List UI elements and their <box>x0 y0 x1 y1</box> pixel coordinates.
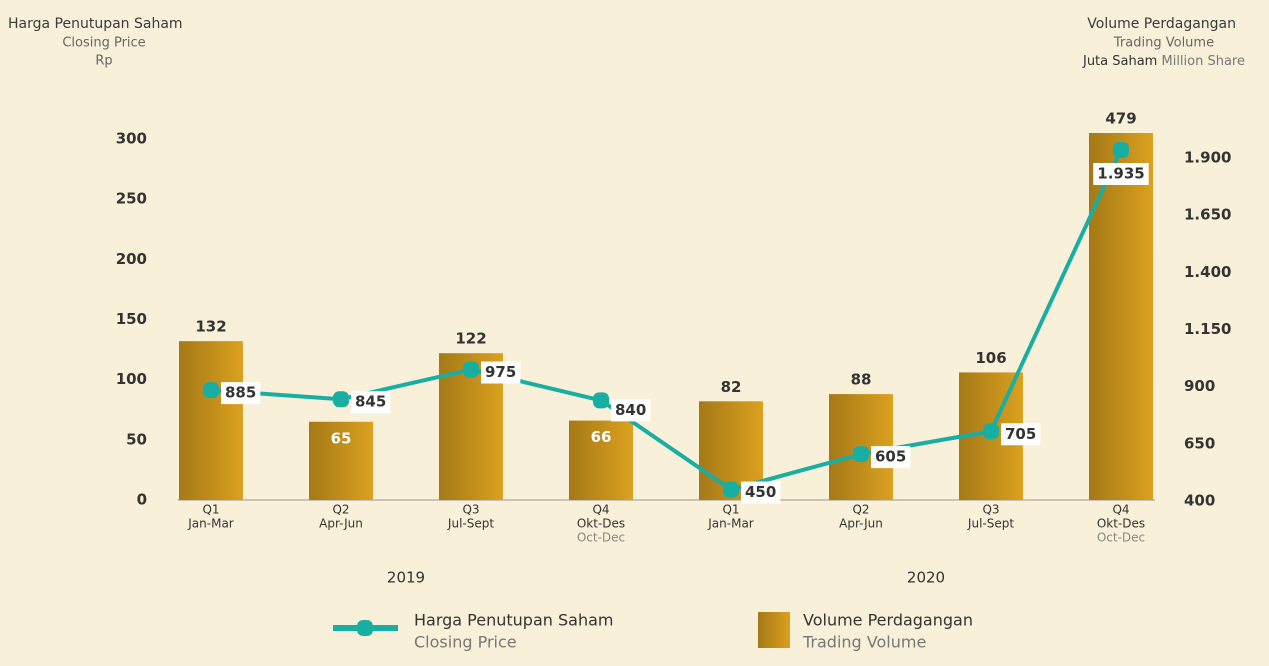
x-tick-label: Q4 <box>1112 503 1129 517</box>
unit-id: Juta Saham <box>1082 54 1157 69</box>
x-tick-label: Q4 <box>592 503 609 517</box>
price-label-text: 605 <box>875 448 906 466</box>
price-marker <box>203 382 219 399</box>
price-label-box <box>871 446 911 469</box>
unit-en: Million Share <box>1161 54 1245 69</box>
price-label-box <box>351 391 391 414</box>
y-tick-label: 100 <box>116 370 147 388</box>
group-label: 2020 <box>907 569 945 587</box>
y2-axis-title: Volume Perdagangan <box>1087 16 1236 32</box>
x-tick-label: Q1 <box>202 503 219 517</box>
price-marker <box>983 423 999 440</box>
price-label-text: 845 <box>355 393 386 411</box>
y-tick-label: 300 <box>116 130 147 148</box>
price-label-box <box>1093 162 1149 185</box>
price-label-box <box>481 361 521 384</box>
y-axis-subtitle: Closing Price <box>62 36 145 51</box>
price-label-box <box>741 481 781 504</box>
x-tick-label: Jul-Sept <box>447 517 494 531</box>
x-tick-label: Q2 <box>852 503 869 517</box>
bar-label: 479 <box>1105 110 1136 128</box>
price-label: 450 <box>741 481 781 504</box>
bar-label: 122 <box>455 330 486 348</box>
bar-label: 82 <box>721 378 742 396</box>
legend-marker <box>357 620 373 636</box>
y2-tick-label: 1.150 <box>1184 320 1231 338</box>
y2-tick-label: 1.900 <box>1184 149 1231 167</box>
y-axis-title: Harga Penutupan Saham <box>8 16 183 32</box>
group-label: 2019 <box>387 569 425 587</box>
x-tick-label: Jan-Mar <box>187 517 234 531</box>
x-tick-label: Q3 <box>462 503 479 517</box>
price-label: 845 <box>351 391 391 414</box>
price-label: 1.935 <box>1093 162 1149 185</box>
price-label-text: 450 <box>745 483 776 501</box>
x-tick-label: Apr-Jun <box>839 517 883 531</box>
price-label: 605 <box>871 446 911 469</box>
bar-label: 66 <box>591 428 612 446</box>
y-tick-label: 50 <box>126 430 147 448</box>
price-marker <box>593 392 609 409</box>
bar-shade <box>309 421 373 500</box>
price-label-box <box>221 382 261 405</box>
y-tick-label: 150 <box>116 310 147 328</box>
price-label: 975 <box>481 361 521 384</box>
bar-label: 65 <box>331 429 352 447</box>
legend: Harga Penutupan Saham Closing Price Volu… <box>333 611 973 652</box>
legend-swatch-shade <box>758 612 790 648</box>
price-marker <box>853 446 869 463</box>
x-tick-label: Oct-Dec <box>577 531 625 545</box>
price-label-text: 885 <box>225 384 256 402</box>
bar-label: 132 <box>195 318 226 336</box>
y2-tick-label: 900 <box>1184 377 1215 395</box>
y2-tick-label: 1.650 <box>1184 206 1231 224</box>
legend-sublabel: Closing Price <box>414 633 517 652</box>
y2-tick-label: 650 <box>1184 434 1215 452</box>
price-label-text: 975 <box>485 363 516 381</box>
bar-shade <box>179 341 243 500</box>
price-marker <box>333 391 349 408</box>
legend-sublabel: Trading Volume <box>802 633 926 652</box>
price-label: 840 <box>611 399 651 422</box>
y-tick-label: 200 <box>116 250 147 268</box>
y-axis-unit: Rp <box>95 54 112 69</box>
price-label: 705 <box>1001 423 1041 446</box>
price-label-box <box>1001 423 1041 446</box>
x-tick-label: Oct-Dec <box>1097 531 1145 545</box>
legend-label: Harga Penutupan Saham <box>414 611 613 630</box>
x-tick-label: Okt-Des <box>1097 517 1145 531</box>
y-tick-label: 250 <box>116 190 147 208</box>
y2-tick-label: 1.400 <box>1184 263 1231 281</box>
x-tick-label: Jul-Sept <box>967 517 1014 531</box>
price-marker <box>463 361 479 378</box>
bar-label: 88 <box>851 371 872 389</box>
price-label-box <box>611 399 651 422</box>
price-label: 885 <box>221 382 261 405</box>
x-tick-label: Q3 <box>982 503 999 517</box>
price-label-text: 840 <box>615 401 646 419</box>
x-tick-label: Q1 <box>722 503 739 517</box>
x-tick-label: Okt-Des <box>577 517 625 531</box>
y2-tick-label: 400 <box>1184 492 1215 510</box>
bar-label: 106 <box>975 349 1006 367</box>
x-tick-label: Apr-Jun <box>319 517 363 531</box>
price-label-text: 705 <box>1005 425 1036 443</box>
y-tick-label: 0 <box>137 491 147 509</box>
legend-label: Volume Perdagangan <box>803 611 973 630</box>
price-marker <box>723 481 739 498</box>
x-tick-label: Jan-Mar <box>707 517 754 531</box>
price-marker <box>1113 141 1129 158</box>
bar-shade <box>569 420 633 500</box>
price-label-text: 1.935 <box>1097 164 1144 182</box>
x-tick-label: Q2 <box>332 503 349 517</box>
y2-axis-subtitle: Trading Volume <box>1113 36 1214 51</box>
y2-axis-unit: Juta Saham Million Share <box>1082 54 1245 69</box>
